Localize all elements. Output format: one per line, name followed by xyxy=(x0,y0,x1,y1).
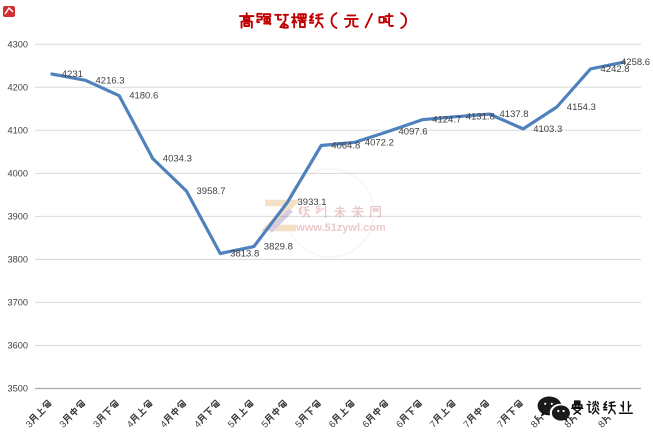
svg-text:3: 3 xyxy=(58,419,70,431)
svg-text:4097.6: 4097.6 xyxy=(399,126,428,137)
svg-text:3829.8: 3829.8 xyxy=(264,242,293,253)
svg-text:3933.1: 3933.1 xyxy=(298,197,327,208)
svg-text:3800: 3800 xyxy=(8,255,28,265)
svg-text:6: 6 xyxy=(394,419,406,431)
svg-text:4103.3: 4103.3 xyxy=(533,124,562,135)
svg-text:8: 8 xyxy=(596,419,608,431)
svg-text:8: 8 xyxy=(563,419,575,431)
svg-text:4034.3: 4034.3 xyxy=(163,154,192,165)
svg-text:4100: 4100 xyxy=(8,126,28,136)
svg-text:3: 3 xyxy=(24,419,36,431)
svg-text:4200: 4200 xyxy=(8,83,28,93)
svg-text:3813.8: 3813.8 xyxy=(230,249,259,260)
svg-text:4231: 4231 xyxy=(62,69,83,80)
svg-text:8: 8 xyxy=(529,419,541,431)
svg-text:5: 5 xyxy=(293,419,305,431)
svg-text:3900: 3900 xyxy=(8,212,28,222)
svg-text:7: 7 xyxy=(428,419,440,431)
svg-text:6: 6 xyxy=(327,419,339,431)
svg-text:4: 4 xyxy=(192,419,204,431)
svg-text:4064.8: 4064.8 xyxy=(331,141,360,152)
svg-text:www.51zywl.com: www.51zywl.com xyxy=(295,222,386,234)
svg-text:3: 3 xyxy=(91,419,103,431)
svg-text:4: 4 xyxy=(125,419,137,431)
svg-text:5: 5 xyxy=(226,419,238,431)
svg-text:5: 5 xyxy=(260,419,272,431)
svg-text:4154.3: 4154.3 xyxy=(567,102,596,113)
svg-text:6: 6 xyxy=(361,419,373,431)
svg-text:3700: 3700 xyxy=(8,298,28,308)
svg-text:4000: 4000 xyxy=(8,169,28,179)
svg-text:3500: 3500 xyxy=(8,384,28,394)
svg-text:4180.6: 4180.6 xyxy=(129,91,158,102)
svg-text:3958.7: 3958.7 xyxy=(197,186,226,197)
svg-text:4300: 4300 xyxy=(8,40,28,50)
svg-text:4258.6: 4258.6 xyxy=(621,57,650,68)
svg-text:4072.2: 4072.2 xyxy=(365,137,394,148)
svg-text:4137.8: 4137.8 xyxy=(500,109,529,120)
svg-text:4216.3: 4216.3 xyxy=(96,75,125,86)
svg-text:3600: 3600 xyxy=(8,341,28,351)
svg-text:7: 7 xyxy=(462,419,474,431)
svg-text:4131.8: 4131.8 xyxy=(466,112,495,123)
svg-text:7: 7 xyxy=(495,419,507,431)
svg-text:4124.7: 4124.7 xyxy=(432,115,461,126)
svg-text:4242.8: 4242.8 xyxy=(601,64,630,75)
svg-text:4: 4 xyxy=(159,419,171,431)
